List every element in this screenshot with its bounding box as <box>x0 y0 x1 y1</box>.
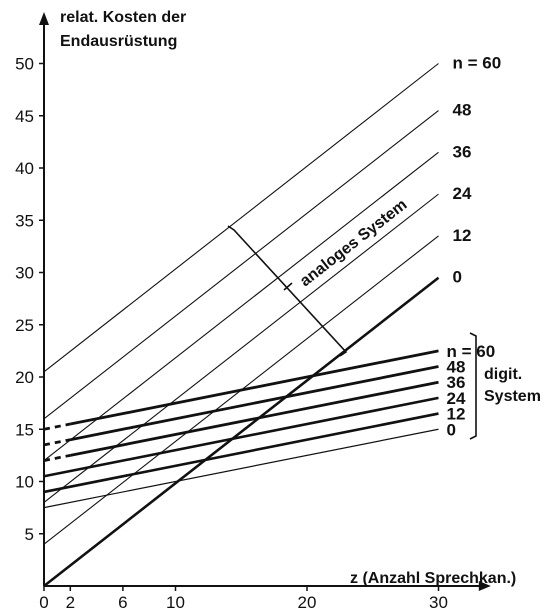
analog-series-label: 12 <box>453 226 472 245</box>
y-tick-label: 10 <box>15 473 34 492</box>
digital-group-bracket <box>469 332 477 440</box>
y-tick-label: 15 <box>15 420 34 439</box>
x-tick-label: 10 <box>166 593 185 611</box>
analog-series-label: 36 <box>453 142 472 161</box>
x-axis-arrow <box>478 581 491 591</box>
digital-series-group <box>43 349 439 509</box>
x-tick-label: 0 <box>39 593 48 611</box>
digital-series-dashed-segment <box>43 422 71 431</box>
analog-group-bracket <box>227 225 348 357</box>
analog-series-label: n = 60 <box>453 54 502 73</box>
digital-series-dashed-segment <box>43 454 71 462</box>
x-tick-label: 2 <box>66 593 75 611</box>
digital-series-label: 0 <box>447 420 456 439</box>
digital-series-label: 12 <box>447 405 466 424</box>
analog-series-line <box>43 193 439 503</box>
x-tick-label: 20 <box>298 593 317 611</box>
analog-bracket-pointer <box>283 282 293 291</box>
analog-series-line <box>43 63 439 373</box>
x-tick-label: 6 <box>118 593 127 611</box>
digital-series-label: 24 <box>447 389 466 408</box>
y-tick-label: 30 <box>15 264 34 283</box>
analog-series-label: 48 <box>453 101 472 120</box>
digital-series-line <box>70 349 439 426</box>
y-tick-label: 20 <box>15 368 34 387</box>
digital-series-line <box>43 412 439 494</box>
analog-group-label: analoges System <box>297 196 410 290</box>
y-tick-label: 50 <box>15 55 34 74</box>
y-tick-label: 40 <box>15 159 34 178</box>
analog-series-label: 24 <box>453 184 472 203</box>
y-axis-arrow <box>39 12 49 25</box>
digital-series-line <box>43 428 439 509</box>
y-tick-label: 45 <box>15 107 34 126</box>
digital-group-label-line2: System <box>484 388 541 405</box>
digital-series-label: n = 60 <box>447 342 496 361</box>
analog-series-line <box>43 110 439 420</box>
x-axis-title: z (Anzahl Sprechkan.) <box>350 570 516 587</box>
analog-series-label: 0 <box>453 268 462 287</box>
digital-series-line <box>43 396 439 478</box>
digital-series-label: 48 <box>447 358 466 377</box>
y-tick-label: 35 <box>15 211 34 230</box>
analog-series-line <box>43 276 440 588</box>
digital-series-label: 36 <box>447 373 466 392</box>
digital-series-line <box>70 365 439 442</box>
digital-series-dashed-segment <box>43 438 71 447</box>
analog-series-group <box>43 63 440 588</box>
y-axis-title-line1: relat. Kosten der <box>60 9 186 26</box>
y-axis-title-line2: Endausrüstung <box>60 33 177 50</box>
x-tick-label: 30 <box>429 593 448 611</box>
y-tick-label: 25 <box>15 316 34 335</box>
digital-group-label-line1: digit. <box>484 366 522 383</box>
analog-series-line <box>43 151 439 462</box>
y-tick-label: 5 <box>25 525 34 544</box>
digital-series-line <box>70 380 439 457</box>
